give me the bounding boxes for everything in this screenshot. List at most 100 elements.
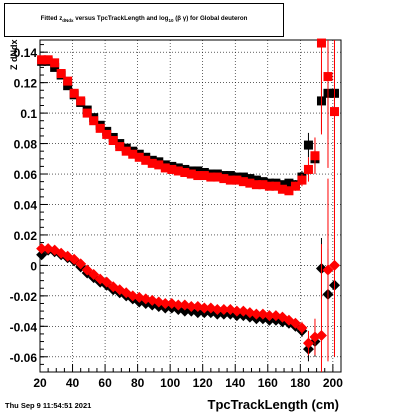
- y-tick-label: 0.04: [14, 198, 38, 212]
- x-tick-label: 20: [33, 376, 47, 390]
- chart-title: Fitted zdNdx versus TpcTrackLength and l…: [5, 15, 283, 23]
- data-point-diamond: [192, 307, 204, 319]
- data-point-square: [232, 175, 242, 185]
- x-tick-label: 120: [193, 376, 213, 390]
- data-point-square: [277, 184, 287, 194]
- data-point-diamond: [75, 258, 87, 270]
- data-point-square: [297, 175, 307, 185]
- data-point-diamond: [68, 253, 80, 265]
- data-point-square: [121, 146, 131, 156]
- data-point-square: [199, 171, 209, 181]
- data-point-square: [225, 171, 235, 181]
- data-point-square: [43, 55, 53, 65]
- data-point-square: [258, 180, 268, 190]
- x-tick-label: 140: [225, 376, 245, 390]
- data-point-square: [225, 175, 235, 185]
- data-point-diamond: [36, 249, 48, 261]
- chart-title-box: Fitted zdNdx versus TpcTrackLength and l…: [4, 3, 284, 37]
- data-point-square: [167, 164, 177, 174]
- data-point-square: [56, 69, 66, 79]
- data-point-square: [141, 155, 151, 165]
- title-middle: versus TpcTrackLength and log: [75, 15, 169, 22]
- data-point-square: [134, 152, 144, 162]
- data-point-diamond: [198, 302, 210, 314]
- timestamp: Thu Sep 9 11:54:51 2021: [5, 401, 92, 410]
- data-point-square: [206, 172, 216, 182]
- data-point-diamond: [172, 299, 184, 311]
- data-point-square: [329, 107, 339, 117]
- data-point-diamond: [231, 305, 243, 317]
- data-point-square: [63, 81, 73, 91]
- y-tick-label: 0.12: [14, 77, 38, 91]
- data-point-square: [284, 178, 294, 188]
- y-tick-label: -0.04: [10, 320, 38, 334]
- data-point-diamond: [88, 269, 100, 281]
- y-tick-label: 0.08: [14, 138, 38, 152]
- data-point-square: [219, 174, 229, 184]
- data-point-square: [50, 62, 60, 72]
- x-tick-label: 60: [98, 376, 112, 390]
- data-point-square: [316, 38, 326, 48]
- title-z-sub: dNdx: [62, 18, 74, 24]
- data-point-diamond: [81, 264, 93, 276]
- title-prefix: Fitted: [40, 15, 58, 22]
- x-tick-label: 100: [160, 376, 180, 390]
- data-point-diamond: [328, 259, 340, 271]
- data-point-square: [323, 72, 333, 82]
- data-point-diamond: [179, 305, 191, 317]
- x-axis-label: TpcTrackLength (cm): [207, 397, 339, 412]
- y-tick-label: 0.06: [14, 168, 38, 182]
- data-point-square: [245, 174, 255, 184]
- data-point-diamond: [315, 329, 327, 341]
- data-point-diamond: [101, 276, 113, 288]
- data-point-square: [108, 136, 118, 146]
- data-point-square: [193, 166, 203, 176]
- y-tick-label: -0.02: [10, 290, 38, 304]
- data-point-square: [173, 166, 183, 176]
- data-point-square: [264, 181, 274, 191]
- x-tick-label: 80: [131, 376, 145, 390]
- x-tick-label: 40: [66, 376, 80, 390]
- data-point-diamond: [296, 322, 308, 334]
- data-point-square: [251, 180, 261, 190]
- data-point-diamond: [289, 317, 301, 329]
- data-point-square: [154, 160, 164, 170]
- data-point-square: [284, 186, 294, 196]
- data-point-diamond: [211, 304, 223, 316]
- data-point-square: [303, 140, 313, 150]
- data-point-square: [115, 142, 125, 152]
- data-point-square: [245, 178, 255, 188]
- data-point-square: [82, 108, 92, 118]
- data-point-diamond: [36, 243, 48, 255]
- data-point-square: [69, 88, 79, 98]
- data-point-square: [290, 181, 300, 191]
- y-axis-label: Z dNdx: [9, 39, 19, 71]
- data-point-square: [303, 164, 313, 174]
- data-point-diamond: [302, 337, 314, 349]
- x-tick-label: 200: [323, 376, 343, 390]
- data-point-square: [95, 123, 105, 133]
- data-point-square: [50, 58, 60, 68]
- x-tick-label: 160: [258, 376, 278, 390]
- data-point-diamond: [250, 308, 262, 320]
- data-point-diamond: [322, 264, 334, 276]
- data-point-square: [186, 169, 196, 179]
- data-point-square: [128, 149, 138, 159]
- data-point-square: [271, 181, 281, 191]
- title-z: z: [59, 15, 63, 22]
- data-point-square: [76, 96, 86, 106]
- y-tick-label: 0.02: [14, 229, 38, 243]
- data-point-square: [89, 116, 99, 126]
- data-point-diamond: [185, 301, 197, 313]
- data-point-square: [238, 177, 248, 187]
- y-tick-label: 0.14: [14, 46, 38, 60]
- data-point-square: [310, 151, 320, 161]
- data-point-square: [193, 171, 203, 181]
- data-point-diamond: [159, 297, 171, 309]
- data-point-diamond: [120, 287, 132, 299]
- data-point-square: [238, 172, 248, 182]
- x-tick-label: 180: [290, 376, 310, 390]
- data-point-square: [251, 175, 261, 185]
- data-point-square: [277, 180, 287, 190]
